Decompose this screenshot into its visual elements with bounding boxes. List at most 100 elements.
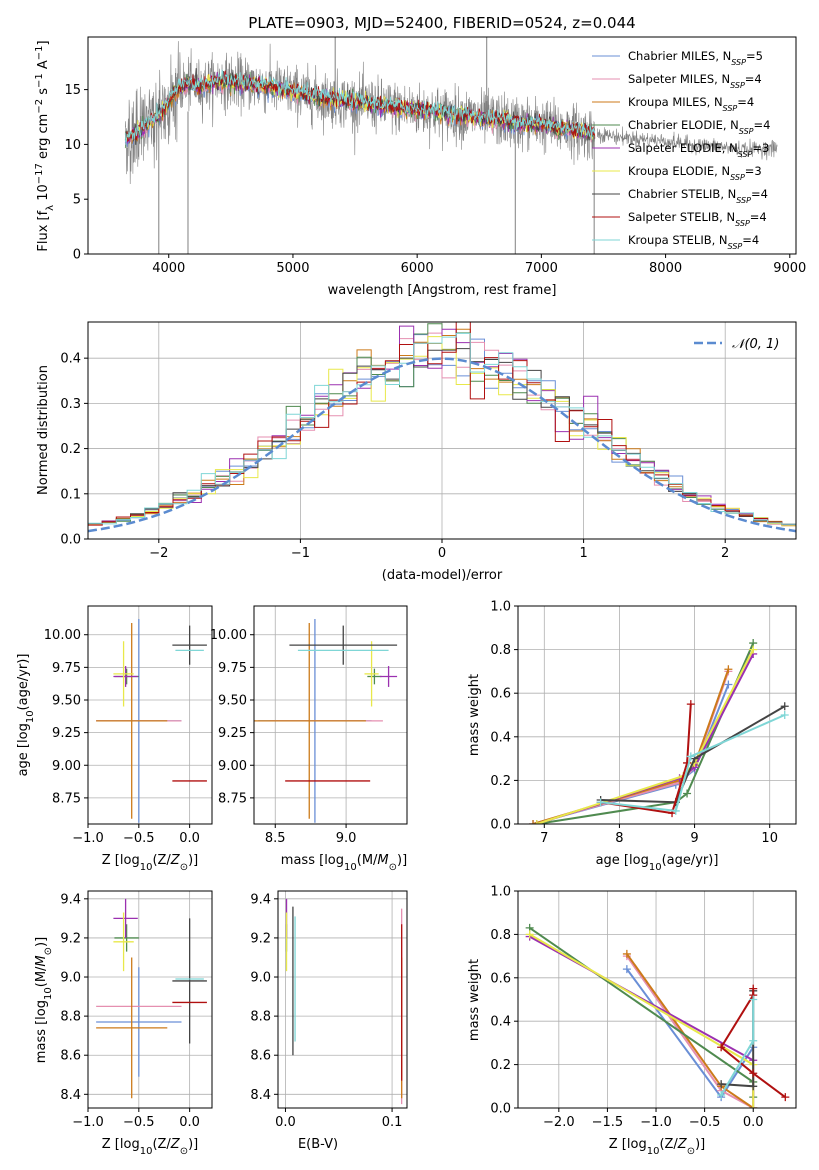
residual-histogram xyxy=(88,322,796,526)
y-axis-label: mass [log10(M/M⊙)] xyxy=(34,937,54,1063)
label-part: (Z/ xyxy=(152,853,171,868)
label-part: (Z/ xyxy=(152,1137,171,1152)
label-part: mass [ xyxy=(281,853,324,868)
y-tick-label: 9.75 xyxy=(218,661,247,676)
series-line xyxy=(626,968,755,1099)
legend-entry: Salpeter MILES, NSSP=4 xyxy=(628,72,762,90)
label-part: (M/ xyxy=(357,853,378,868)
label-part: ] xyxy=(36,40,51,45)
label-part: M xyxy=(34,955,49,966)
y-tick-label: 8.8 xyxy=(250,1010,271,1025)
series-point xyxy=(749,1104,758,1108)
y-tick-label: 0.4 xyxy=(490,730,511,745)
x-tick-label: 10 xyxy=(761,831,778,846)
panel-mass-weight-vs-age: 7 8 9 10 0.0 0.2 0.4 0.6 0.8 1.0 xyxy=(490,600,797,846)
x-tick-label: −0.5 xyxy=(689,1115,721,1130)
label-part: )] xyxy=(397,853,407,868)
series-point xyxy=(717,1090,726,1099)
legend-name: Chabrier MILES, N xyxy=(628,49,731,63)
y-tick-label: 9.50 xyxy=(52,693,81,708)
plot-area xyxy=(525,923,790,1108)
label-sub: λ xyxy=(45,205,56,211)
data-red-tail-line xyxy=(597,126,778,161)
series-point xyxy=(781,1093,790,1102)
x-tick-label: −2.0 xyxy=(543,1115,575,1130)
label-part: wavelength [Angstrom, rest frame] xyxy=(328,283,557,298)
label-part: )] xyxy=(188,1137,198,1152)
y-tick-label: 8.75 xyxy=(52,791,81,806)
y-tick-label: 9.75 xyxy=(52,661,81,676)
label-sub: 10 xyxy=(140,862,153,873)
y-axis-label: Flux [fλ 10−17 erg cm−2 s−1 A−1] xyxy=(34,40,56,251)
label-part: M xyxy=(377,853,388,868)
y-axis-label: mass weight xyxy=(467,959,482,1041)
plot-area xyxy=(96,898,207,1099)
legend-sub: SSP xyxy=(736,196,751,205)
y-tick-label: 9.2 xyxy=(60,931,81,946)
legend-n: =4 xyxy=(737,95,754,109)
y-tick-label: 0.6 xyxy=(490,971,511,986)
legend-entry: Salpeter ELODIE, NSSP=3 xyxy=(628,141,769,159)
legend-sub: SSP xyxy=(730,81,745,90)
label-part: E(B-V) xyxy=(298,1137,338,1152)
y-tick-label: 9.4 xyxy=(60,892,81,907)
y-tick-label: 0.0 xyxy=(490,1102,511,1117)
series-point xyxy=(749,1082,758,1091)
y-tick-label: 9.00 xyxy=(218,759,247,774)
y-tick-label: 9.50 xyxy=(218,693,247,708)
series-point xyxy=(622,965,631,974)
label-part: Z [ xyxy=(102,1137,120,1152)
y-tick-label: 0.6 xyxy=(490,687,511,702)
series-point xyxy=(525,930,534,939)
label-sup: −1 xyxy=(34,73,45,88)
legend-name: Salpeter MILES, N xyxy=(628,72,730,86)
x-tick-label: 7 xyxy=(540,831,548,846)
legend-n: =5 xyxy=(746,49,763,63)
label-sup: −17 xyxy=(34,163,45,184)
x-axis-label: age [log10(age/yr)] xyxy=(596,853,719,873)
label-part: erg cm xyxy=(36,114,51,163)
x-axis-label: (data-model)/error xyxy=(382,568,503,583)
label-part: )] xyxy=(188,853,198,868)
y-tick-label: 9.25 xyxy=(218,726,247,741)
series-point xyxy=(780,711,789,719)
legend-entry: Chabrier MILES, NSSP=5 xyxy=(628,49,763,67)
y-tick-label: 1.0 xyxy=(490,885,511,900)
legend-n: =4 xyxy=(750,210,767,224)
y-tick-label: 15 xyxy=(64,83,81,98)
y-tick-label: 0.2 xyxy=(490,774,511,789)
x-axis-label: E(B-V) xyxy=(298,1137,338,1152)
series-point xyxy=(724,680,733,689)
legend-n: =4 xyxy=(742,233,759,247)
y-tick-label: 5 xyxy=(73,193,81,208)
y-tick-label: 0.4 xyxy=(60,352,81,367)
plot-area xyxy=(124,37,778,254)
x-tick-label: −0.5 xyxy=(123,831,155,846)
series-point xyxy=(717,1043,726,1052)
label-sub: 10 xyxy=(43,987,54,1000)
y-tick-label: 0.0 xyxy=(60,533,81,548)
axes-frame xyxy=(87,605,213,825)
y-tick-label: 0.0 xyxy=(490,818,511,833)
x-tick-label: 9000 xyxy=(773,261,806,276)
x-tick-label: 0.0 xyxy=(275,1115,296,1130)
x-tick-label: 0.0 xyxy=(743,1115,764,1130)
label-part: log xyxy=(627,1137,647,1152)
legend-n: =3 xyxy=(752,141,769,155)
y-tick-label: 9.2 xyxy=(250,931,271,946)
label-part: (age/yr)] xyxy=(16,654,31,711)
series-point xyxy=(749,1069,758,1078)
series-line xyxy=(536,642,755,824)
y-tick-label: 8.6 xyxy=(60,1049,81,1064)
y-tick-label: 0.2 xyxy=(490,1058,511,1073)
series-point xyxy=(749,995,758,1004)
x-tick-label: 2 xyxy=(721,546,729,561)
axes-frame xyxy=(253,605,408,825)
panel-mass-weight-vs-Z: −2.0 −1.5 −1.0 −0.5 0.0 0.0 0.2 0.4 0.6 0.8 1.0 xyxy=(490,885,797,1130)
legend-name: Kroupa MILES, N xyxy=(628,95,723,109)
panel-mass-vs-Z: −1.0 −0.5 0.0 8.4 8.6 8.8 9.0 9.2 9.4 xyxy=(60,890,213,1130)
data-spectrum-line xyxy=(125,41,595,185)
label-part: Z xyxy=(170,853,181,868)
y-tick-label: 10.00 xyxy=(210,628,247,643)
series-point xyxy=(724,665,733,674)
